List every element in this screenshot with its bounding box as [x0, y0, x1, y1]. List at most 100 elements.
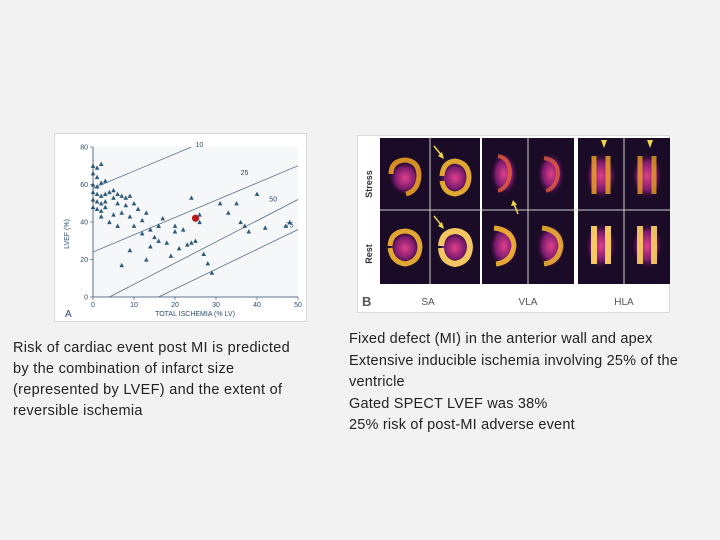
row-label-stress: Stress — [364, 170, 374, 198]
x-tick-label: 50 — [294, 302, 302, 309]
scatter-point — [189, 195, 194, 200]
iso-risk-line — [109, 199, 298, 297]
y-tick-label: 80 — [80, 145, 88, 152]
scatter-point — [123, 195, 129, 200]
scatter-point — [115, 223, 120, 228]
right-caption-line: Extensive inducible ischemia involving 2… — [349, 352, 678, 369]
scatter-point — [111, 212, 116, 217]
scatter-point — [98, 214, 104, 219]
scatter-point — [123, 202, 129, 208]
scatter-point — [111, 187, 116, 193]
scatter-point — [189, 240, 194, 245]
scatter-point — [152, 234, 157, 240]
panel-letter-a: A — [65, 309, 72, 320]
scatter-point — [148, 227, 153, 232]
scatter-point — [283, 223, 288, 228]
y-axis-label: LVEF (%) — [64, 219, 71, 249]
scatter-point — [238, 219, 243, 225]
scatter-point — [94, 199, 100, 204]
left-caption: Risk of cardiac event post MI is predict… — [13, 338, 323, 422]
iso-risk-line — [158, 229, 298, 297]
scatter-chart: 0 10 20 30 40 50 0 20 40 60 80 10 25 50 75 LVEF (%) TO… — [64, 142, 302, 320]
scatter-point — [115, 200, 120, 206]
scatter-point — [185, 242, 190, 247]
left-caption-line: Risk of cardiac event post MI is predict… — [13, 340, 290, 356]
scatter-point — [94, 174, 100, 180]
left-caption-line: by the combination of infarct size — [13, 361, 235, 377]
scatter-point — [98, 208, 104, 213]
scatter-point — [119, 262, 124, 268]
scatter-point — [160, 215, 165, 221]
scatter-point — [119, 193, 124, 198]
scatter-point — [98, 161, 104, 166]
scatter-point — [176, 245, 182, 251]
scatter-point — [94, 206, 100, 211]
scatter-point — [144, 210, 149, 215]
scatter-point — [254, 191, 260, 196]
scatter-point — [103, 178, 108, 183]
scatter-point — [209, 270, 215, 275]
scatter-point — [201, 251, 206, 256]
right-caption: Fixed defect (MI) in the anterior wall a… — [349, 329, 719, 437]
y-tick-label: 40 — [80, 220, 88, 227]
scatter-point — [246, 229, 252, 234]
y-tick-label: 60 — [80, 182, 88, 189]
scatter-point — [127, 193, 133, 198]
scatter-point — [135, 206, 141, 211]
scatter-point — [234, 200, 239, 206]
scatter-point — [98, 193, 104, 198]
right-caption-line: ventricle — [349, 374, 405, 390]
view-label-hla: HLA — [614, 297, 634, 308]
scatter-point — [103, 204, 108, 210]
scatter-point — [103, 191, 108, 196]
left-caption-line: (represented by LVEF) and the extent of — [13, 382, 283, 398]
sa-rest-images — [387, 227, 474, 268]
scatter-point — [127, 247, 133, 253]
panel-letter-b: B — [362, 294, 371, 309]
scatter-point — [205, 260, 211, 266]
scatter-point — [156, 238, 161, 243]
scatter-figure: 0 10 20 30 40 50 0 20 40 60 80 10 25 50 75 LVEF (%) TO… — [54, 133, 307, 322]
scatter-point — [197, 219, 202, 225]
plot-area — [93, 147, 298, 297]
scatter-point — [262, 225, 268, 230]
scatter-point — [144, 257, 149, 262]
scatter-point — [94, 165, 100, 170]
iso-risk-line — [93, 147, 192, 189]
iso-risk-label: 50 — [269, 196, 277, 203]
scatter-point — [180, 227, 186, 232]
x-tick-label: 30 — [212, 302, 220, 309]
scatter-point — [94, 191, 100, 196]
scatter-point — [131, 200, 137, 206]
x-tick-label: 20 — [171, 302, 179, 309]
scatter-point — [103, 199, 108, 204]
scatter-point — [98, 180, 104, 185]
x-axis-label: TOTAL ISCHEMIA (% LV) — [155, 311, 235, 318]
view-label-vla: VLA — [519, 297, 538, 308]
iso-risk-line — [93, 165, 298, 253]
scatter-point — [111, 195, 116, 200]
spect-image-grid: Stress Rest — [358, 136, 670, 309]
scatter-point — [94, 184, 100, 189]
left-caption-line: reversible ischemia — [13, 403, 143, 419]
scatter-point — [164, 240, 170, 245]
highlight-point — [191, 214, 200, 222]
scatter-point — [119, 210, 124, 215]
right-caption-line: 25% risk of post-MI adverse event — [349, 417, 575, 433]
scatter-point — [172, 223, 178, 228]
y-tick-label: 0 — [84, 295, 88, 302]
scatter-point — [287, 219, 293, 225]
scatter-point — [156, 223, 161, 228]
iso-risk-label: 75 — [286, 223, 294, 230]
right-caption-line: Gated SPECT LVEF was 38% — [349, 395, 548, 412]
iso-risk-label: 25 — [241, 170, 249, 177]
scatter-point — [107, 219, 112, 225]
scatter-point — [217, 200, 223, 206]
hla-images — [585, 152, 663, 270]
x-tick-label: 10 — [130, 302, 138, 309]
iso-risk-label: 10 — [196, 142, 204, 149]
view-label-sa: SA — [421, 297, 435, 308]
spect-figure: Stress Rest — [357, 135, 670, 313]
defect-arrows — [433, 140, 653, 229]
